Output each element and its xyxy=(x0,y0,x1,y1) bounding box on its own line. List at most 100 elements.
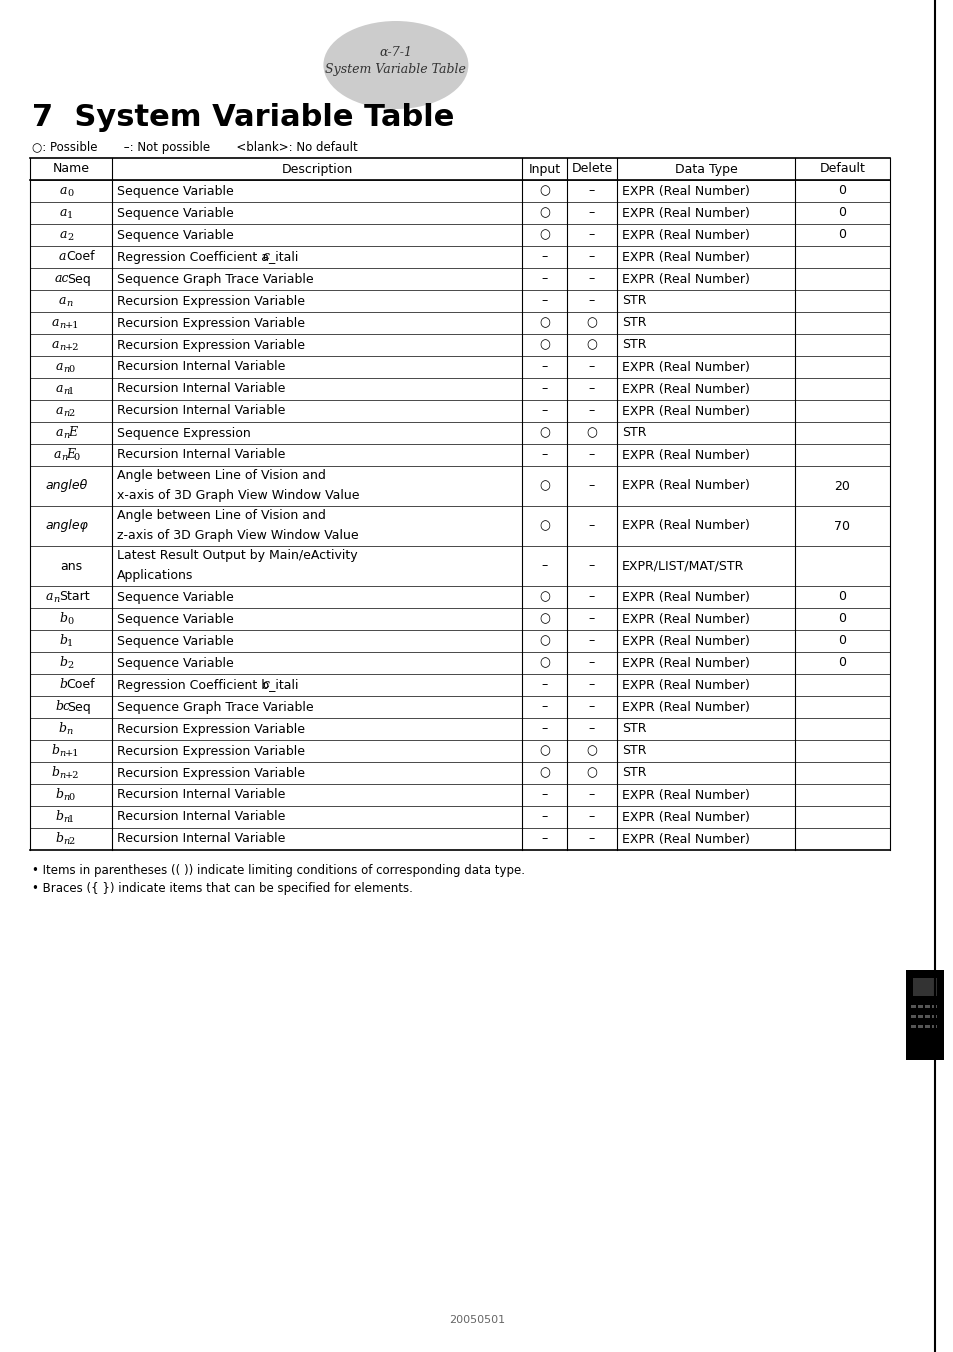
Text: Recursion Internal Variable: Recursion Internal Variable xyxy=(117,404,285,418)
Text: STR: STR xyxy=(621,295,646,307)
Text: –: – xyxy=(588,788,595,802)
Text: Sequence Variable: Sequence Variable xyxy=(117,657,233,669)
Text: –: – xyxy=(588,591,595,603)
Text: 0: 0 xyxy=(73,453,79,462)
Text: ○: ○ xyxy=(538,634,549,648)
Text: +2: +2 xyxy=(65,343,79,353)
Text: a: a xyxy=(51,316,59,330)
Text: Start: Start xyxy=(59,591,90,603)
Text: 0: 0 xyxy=(838,657,845,669)
Text: Sequence Graph Trace Variable: Sequence Graph Trace Variable xyxy=(117,273,314,285)
Text: –: – xyxy=(588,657,595,669)
Text: +2: +2 xyxy=(65,772,79,780)
Text: ○: ○ xyxy=(586,338,597,352)
Bar xyxy=(931,1005,936,1009)
Text: b: b xyxy=(51,767,59,780)
Text: EXPR (Real Number): EXPR (Real Number) xyxy=(621,679,749,691)
Text: a: a xyxy=(55,383,63,396)
Text: 0: 0 xyxy=(838,228,845,242)
Text: a: a xyxy=(53,449,61,461)
Text: bc: bc xyxy=(55,700,70,714)
Text: –: – xyxy=(588,228,595,242)
Text: z-axis of 3D Graph View Window Value: z-axis of 3D Graph View Window Value xyxy=(117,530,358,542)
Text: ○: ○ xyxy=(538,591,549,603)
Text: STR: STR xyxy=(621,767,646,780)
Text: ○: ○ xyxy=(538,338,549,352)
Text: a: a xyxy=(59,207,67,219)
Text: –: – xyxy=(540,273,547,285)
Text: a: a xyxy=(55,361,63,373)
Text: 0: 0 xyxy=(68,794,74,803)
Text: E: E xyxy=(68,426,77,439)
Text: Recursion Internal Variable: Recursion Internal Variable xyxy=(117,810,285,823)
Text: EXPR (Real Number): EXPR (Real Number) xyxy=(621,591,749,603)
Text: b: b xyxy=(59,634,67,648)
Text: Angle between Line of Vision and: Angle between Line of Vision and xyxy=(117,469,326,483)
Text: c: c xyxy=(262,679,269,691)
Text: Recursion Expression Variable: Recursion Expression Variable xyxy=(117,338,305,352)
Text: n: n xyxy=(61,453,67,462)
Text: • Items in parentheses (( )) indicate limiting conditions of corresponding data : • Items in parentheses (( )) indicate li… xyxy=(32,864,524,877)
Text: 0: 0 xyxy=(838,612,845,626)
Text: 2: 2 xyxy=(68,410,74,419)
Text: 1: 1 xyxy=(67,639,73,649)
Bar xyxy=(924,1005,929,1009)
Text: Sequence Graph Trace Variable: Sequence Graph Trace Variable xyxy=(117,700,314,714)
Text: Latest Result Output by Main/eActivity: Latest Result Output by Main/eActivity xyxy=(117,549,357,562)
Text: a: a xyxy=(55,426,63,439)
Text: STR: STR xyxy=(621,338,646,352)
Text: n: n xyxy=(59,343,65,353)
Text: ○: ○ xyxy=(586,316,597,330)
Text: Angle between Line of Vision and: Angle between Line of Vision and xyxy=(117,510,326,522)
Text: EXPR (Real Number): EXPR (Real Number) xyxy=(621,657,749,669)
Text: –: – xyxy=(588,612,595,626)
Text: b: b xyxy=(59,612,67,626)
Text: a: a xyxy=(55,404,63,418)
Text: EXPR (Real Number): EXPR (Real Number) xyxy=(621,207,749,219)
Text: –: – xyxy=(588,833,595,845)
Text: Recursion Expression Variable: Recursion Expression Variable xyxy=(117,767,305,780)
Bar xyxy=(905,969,943,1060)
Text: angleθ: angleθ xyxy=(46,480,88,492)
Text: –: – xyxy=(540,700,547,714)
Text: EXPR (Real Number): EXPR (Real Number) xyxy=(621,250,749,264)
Text: Seq: Seq xyxy=(67,273,91,285)
Text: 70: 70 xyxy=(834,519,850,533)
Text: –: – xyxy=(588,184,595,197)
Text: n: n xyxy=(59,772,65,780)
Text: angleφ: angleφ xyxy=(46,519,89,533)
Text: EXPR (Real Number): EXPR (Real Number) xyxy=(621,700,749,714)
Text: –: – xyxy=(540,295,547,307)
Text: 7  System Variable Table: 7 System Variable Table xyxy=(32,104,454,132)
Text: 0: 0 xyxy=(838,207,845,219)
Text: Recursion Internal Variable: Recursion Internal Variable xyxy=(117,383,285,396)
Text: EXPR (Real Number): EXPR (Real Number) xyxy=(621,184,749,197)
Text: System Variable Table: System Variable Table xyxy=(325,64,466,77)
Bar xyxy=(931,1015,936,1018)
Text: 0: 0 xyxy=(838,591,845,603)
Text: EXPR (Real Number): EXPR (Real Number) xyxy=(621,480,749,492)
Text: b: b xyxy=(59,657,67,669)
Text: 1: 1 xyxy=(68,388,74,396)
Text: 20050501: 20050501 xyxy=(449,1315,504,1325)
Text: ○: ○ xyxy=(538,228,549,242)
Text: ○: ○ xyxy=(538,426,549,439)
Text: Recursion Internal Variable: Recursion Internal Variable xyxy=(117,788,285,802)
Text: b: b xyxy=(59,679,67,691)
Text: n: n xyxy=(53,595,59,604)
Text: Sequence Variable: Sequence Variable xyxy=(117,184,233,197)
Bar xyxy=(924,1025,929,1028)
Text: –: – xyxy=(588,560,595,572)
Text: Recursion Internal Variable: Recursion Internal Variable xyxy=(117,449,285,461)
Text: ○: ○ xyxy=(538,657,549,669)
Text: n: n xyxy=(59,749,65,758)
Text: –: – xyxy=(588,361,595,373)
Text: 0: 0 xyxy=(838,184,845,197)
Text: b: b xyxy=(51,745,59,757)
Text: –: – xyxy=(588,519,595,533)
Text: b: b xyxy=(55,788,63,802)
Text: ○: Possible       –: Not possible       <blank>: No default: ○: Possible –: Not possible <blank>: No … xyxy=(32,142,357,154)
Text: –: – xyxy=(588,449,595,461)
Text: n: n xyxy=(63,388,70,396)
Text: a: a xyxy=(46,591,53,603)
